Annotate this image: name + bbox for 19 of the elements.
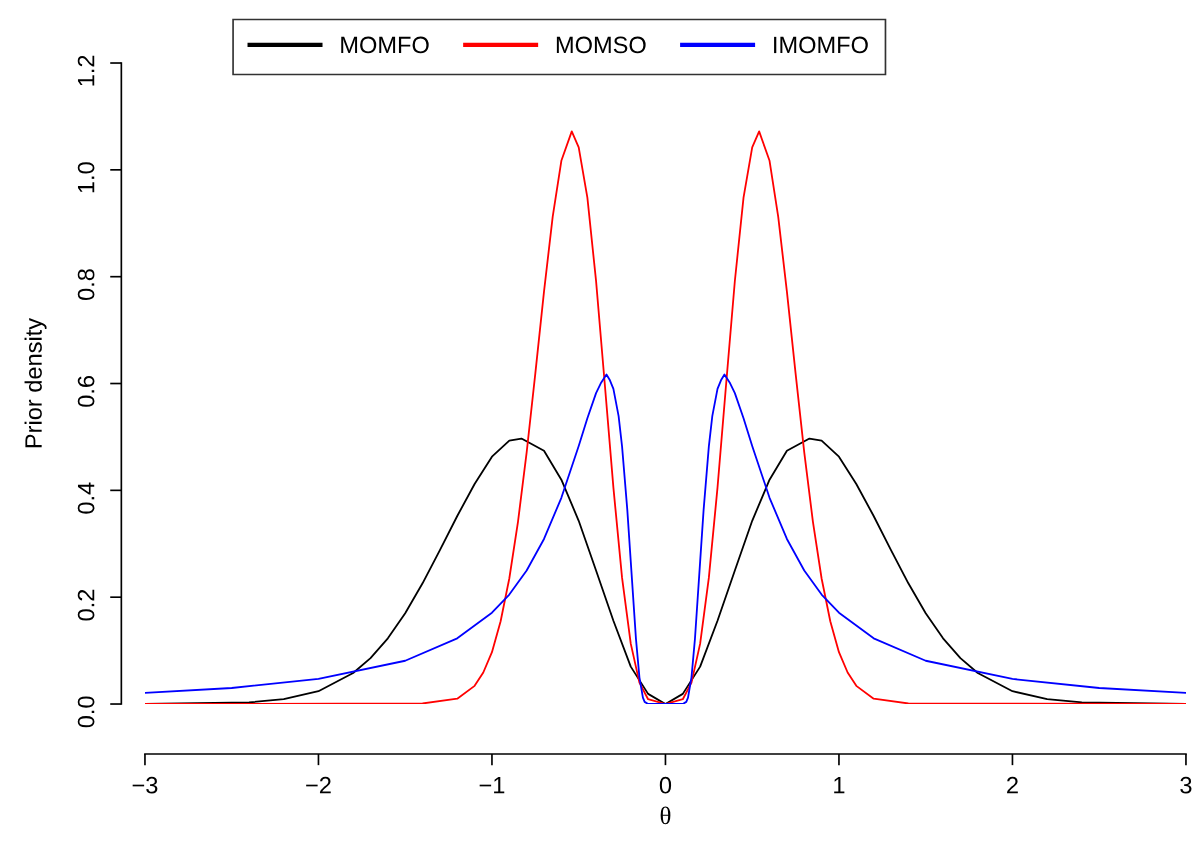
- x-tick-label: −1: [479, 777, 505, 794]
- y-tick-label: 0.6: [77, 376, 95, 407]
- legend-label: MOMSO: [556, 36, 646, 54]
- y-tick-label: 1.2: [77, 55, 95, 86]
- x-tick-label: 0: [659, 776, 672, 794]
- y-axis-title: Prior density: [24, 317, 47, 448]
- y-tick-label: 1.0: [77, 162, 95, 193]
- x-tick-label: −2: [306, 776, 331, 794]
- y-tick-label: 0.8: [77, 269, 95, 301]
- y-tick-label: 0.0: [77, 696, 95, 728]
- x-tick-label: 1: [834, 777, 845, 794]
- x-axis-title: θ: [660, 806, 671, 825]
- y-tick-label: 0.4: [77, 482, 95, 514]
- x-tick-label: 3: [1180, 776, 1192, 794]
- x-tick-label: 2: [1007, 776, 1018, 794]
- legend-label: MOMFO: [341, 36, 429, 54]
- y-tick-label: 0.2: [77, 589, 95, 621]
- legend-label: IMOMFO: [774, 36, 868, 54]
- x-tick-label: −3: [132, 776, 158, 794]
